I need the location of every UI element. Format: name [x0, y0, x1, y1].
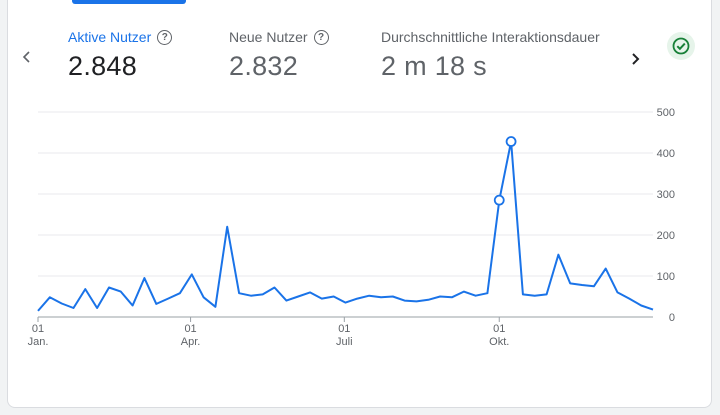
metric-value: 2.832	[229, 51, 299, 81]
y-tick-label: 400	[657, 148, 675, 160]
x-tick-month: Juli	[336, 336, 353, 348]
y-tick-label: 0	[669, 312, 675, 324]
chevron-left-icon	[22, 51, 30, 63]
metric-value: 2 m 18 s	[381, 51, 487, 81]
y-tick-label: 100	[657, 271, 675, 283]
check-circle-icon	[672, 37, 690, 55]
y-tick-label: 200	[657, 230, 675, 242]
metric-label: Durchschnittliche Interaktionsdauer	[381, 29, 600, 45]
x-tick-day: 01	[338, 323, 350, 335]
series-line	[37, 140, 654, 312]
chevron-right-icon	[632, 53, 640, 65]
metric-active-users[interactable]: Aktive Nutzer ? 2.848	[68, 27, 173, 82]
active-tab-indicator	[72, 0, 186, 4]
data-point-marker[interactable]	[505, 136, 517, 147]
x-tick-month: Okt.	[489, 336, 509, 348]
x-tick-day: 01	[493, 323, 505, 335]
metric-label: Neue Nutzer	[229, 29, 308, 45]
x-tick-month: Apr.	[181, 336, 201, 348]
next-metric-button[interactable]	[628, 48, 642, 70]
summary-card: Aktive Nutzer ? 2.848 Neue Nutzer ? 2.83…	[7, 0, 712, 408]
metric-value: 2.848	[68, 51, 138, 81]
help-icon[interactable]: ?	[313, 29, 329, 45]
x-tick-day: 01	[184, 323, 196, 335]
prev-metric-button[interactable]	[20, 46, 34, 68]
y-tick-label: 300	[657, 189, 675, 201]
metric-label: Aktive Nutzer	[68, 29, 152, 45]
x-tick-day: 01	[32, 323, 44, 335]
metric-new-users[interactable]: Neue Nutzer ? 2.832	[229, 27, 329, 82]
data-point-marker[interactable]	[493, 194, 505, 206]
x-tick-month: Jan.	[28, 336, 49, 348]
y-tick-label: 500	[657, 107, 675, 119]
status-badge[interactable]	[667, 32, 695, 60]
help-icon[interactable]: ?	[157, 29, 173, 45]
metric-avg-engagement-time[interactable]: Durchschnittliche Interaktionsdauer 2 m …	[381, 27, 600, 82]
